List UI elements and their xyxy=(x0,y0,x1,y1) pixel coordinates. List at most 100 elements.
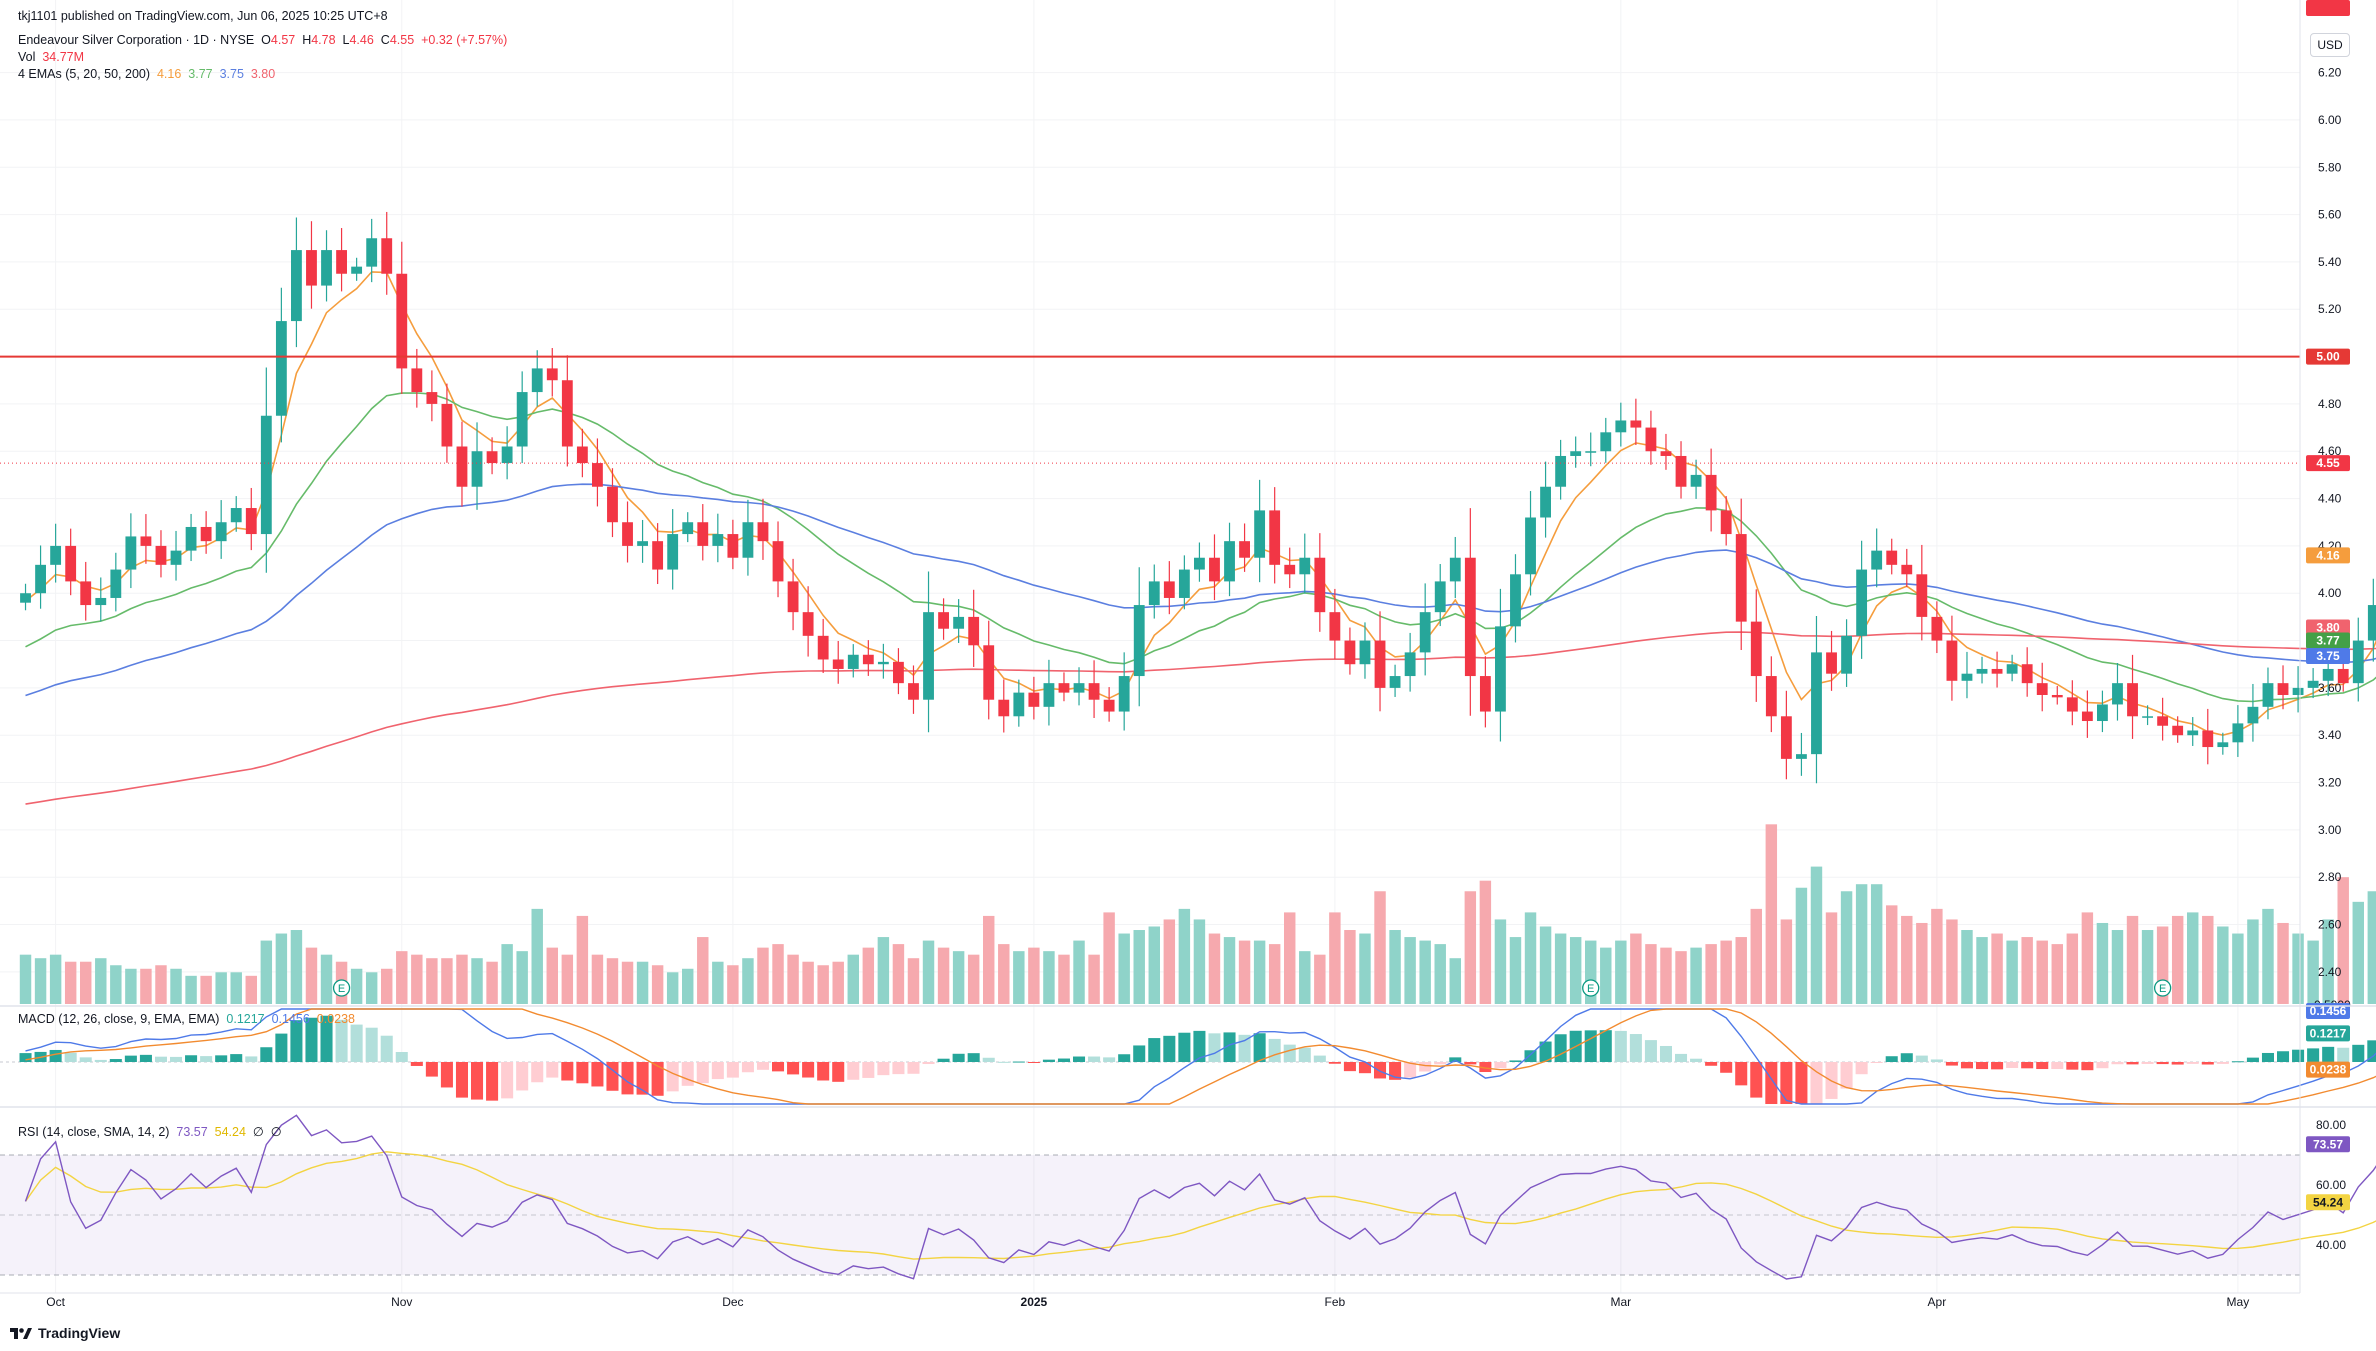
candle[interactable] xyxy=(215,500,227,559)
candle[interactable] xyxy=(1449,536,1461,599)
candle[interactable] xyxy=(1841,619,1852,687)
candle[interactable] xyxy=(2187,717,2199,746)
candle[interactable] xyxy=(366,218,378,283)
candle[interactable] xyxy=(260,367,272,573)
candle[interactable] xyxy=(1479,656,1491,728)
candle[interactable] xyxy=(1780,690,1792,780)
candle[interactable] xyxy=(486,437,498,475)
candle[interactable] xyxy=(306,221,317,309)
candle[interactable] xyxy=(2307,668,2319,699)
candle[interactable] xyxy=(1615,402,1627,447)
candle[interactable] xyxy=(576,428,588,478)
candle[interactable] xyxy=(2142,705,2153,726)
candle[interactable] xyxy=(1329,588,1341,660)
candle[interactable] xyxy=(1434,564,1446,627)
candle[interactable] xyxy=(110,552,122,612)
candle[interactable] xyxy=(1013,679,1025,727)
candle[interactable] xyxy=(2127,654,2138,739)
earnings-marker[interactable]: E xyxy=(2153,979,2172,997)
candle[interactable] xyxy=(772,521,784,598)
candle[interactable] xyxy=(2081,690,2093,738)
candle[interactable] xyxy=(757,498,769,560)
candle[interactable] xyxy=(1464,508,1476,716)
candle[interactable] xyxy=(983,620,995,720)
candle[interactable] xyxy=(140,514,152,564)
candle[interactable] xyxy=(1148,564,1160,619)
candle[interactable] xyxy=(2172,716,2184,743)
candle[interactable] xyxy=(667,509,679,590)
macd-signal-tag[interactable]: 0.1217 xyxy=(2306,1025,2350,1042)
price-axis[interactable]: 6.20 6.00 5.80 5.60 5.40 5.20 5.00 4.80 4.60 4.40… xyxy=(2306,0,2351,1252)
candle[interactable] xyxy=(2036,662,2048,712)
candle[interactable] xyxy=(2021,647,2033,697)
candle[interactable] xyxy=(637,519,648,563)
candle[interactable] xyxy=(1058,672,1070,702)
candle[interactable] xyxy=(65,528,77,596)
candle[interactable] xyxy=(2262,667,2274,720)
rsi-ma-tag[interactable]: 54.24 xyxy=(2306,1194,2350,1211)
ema-price-tag[interactable]: 4.16 xyxy=(2306,547,2350,564)
candle[interactable] xyxy=(1811,615,1822,784)
macd-value-tag[interactable]: 0.1456 xyxy=(2306,1003,2350,1020)
time-axis[interactable]: OctNovDec2025FebMarAprMayJun xyxy=(46,1295,2376,1309)
rsi-legend[interactable]: RSI (14, close, SMA, 14, 2) 73.57 54.24 … xyxy=(18,1125,282,1139)
candle[interactable] xyxy=(125,513,137,589)
candle[interactable] xyxy=(1374,611,1386,712)
candle[interactable] xyxy=(501,426,513,480)
candle[interactable] xyxy=(1720,496,1732,546)
candle[interactable] xyxy=(170,530,182,581)
candle[interactable] xyxy=(1705,448,1717,532)
candle[interactable] xyxy=(2006,654,2018,682)
currency-button[interactable]: USD xyxy=(2310,33,2350,57)
candle[interactable] xyxy=(1931,601,1943,654)
candle[interactable] xyxy=(1675,441,1687,499)
candle[interactable] xyxy=(697,504,709,561)
candle[interactable] xyxy=(1133,567,1145,707)
rsi-value-tag[interactable]: 73.57 xyxy=(2306,1136,2350,1153)
candle[interactable] xyxy=(787,558,799,631)
candle[interactable] xyxy=(2352,617,2364,702)
candle[interactable] xyxy=(1750,589,1762,702)
candle[interactable] xyxy=(245,487,257,551)
candle[interactable] xyxy=(2277,665,2289,710)
candle[interactable] xyxy=(275,287,287,443)
candle[interactable] xyxy=(531,350,543,407)
candle[interactable] xyxy=(80,561,92,621)
macd-legend[interactable]: MACD (12, 26, close, 9, EMA, EMA) 0.1217… xyxy=(18,1012,356,1026)
candle[interactable] xyxy=(1284,547,1296,589)
ema20-line[interactable] xyxy=(25,392,2376,703)
candle[interactable] xyxy=(1194,542,1205,582)
candle[interactable] xyxy=(847,644,859,678)
candle[interactable] xyxy=(1088,660,1100,719)
candle[interactable] xyxy=(20,583,31,611)
candle[interactable] xyxy=(35,545,46,609)
candlesticks[interactable] xyxy=(20,211,2376,784)
candle[interactable] xyxy=(1359,622,1371,679)
ema-price-tag[interactable]: 3.80 xyxy=(2306,619,2350,636)
candle[interactable] xyxy=(561,355,573,467)
candle[interactable] xyxy=(1901,548,1913,588)
candle[interactable] xyxy=(862,640,874,676)
candle[interactable] xyxy=(1254,479,1266,583)
candle[interactable] xyxy=(2051,686,2063,705)
candle[interactable] xyxy=(1239,523,1250,572)
candle[interactable] xyxy=(998,679,1010,733)
candle[interactable] xyxy=(1871,528,1883,588)
ema-price-tag[interactable]: 3.75 xyxy=(2306,647,2350,664)
candle[interactable] xyxy=(291,217,302,348)
candle[interactable] xyxy=(938,598,949,640)
candle[interactable] xyxy=(682,512,694,543)
candle[interactable] xyxy=(155,530,167,578)
candle[interactable] xyxy=(1916,544,1928,641)
ema-legend[interactable]: 4 EMAs (5, 20, 50, 200) 4.16 3.77 3.75 3… xyxy=(18,67,276,81)
candle[interactable] xyxy=(893,648,904,695)
candle[interactable] xyxy=(1555,439,1567,500)
candle[interactable] xyxy=(1269,487,1281,584)
ema50-line[interactable] xyxy=(25,483,2376,697)
candle[interactable] xyxy=(2066,680,2078,726)
candle[interactable] xyxy=(1103,687,1115,722)
volume-price-tag[interactable]: 34.77M xyxy=(2306,0,2350,16)
candle[interactable] xyxy=(426,370,438,422)
candle[interactable] xyxy=(1028,676,1040,720)
